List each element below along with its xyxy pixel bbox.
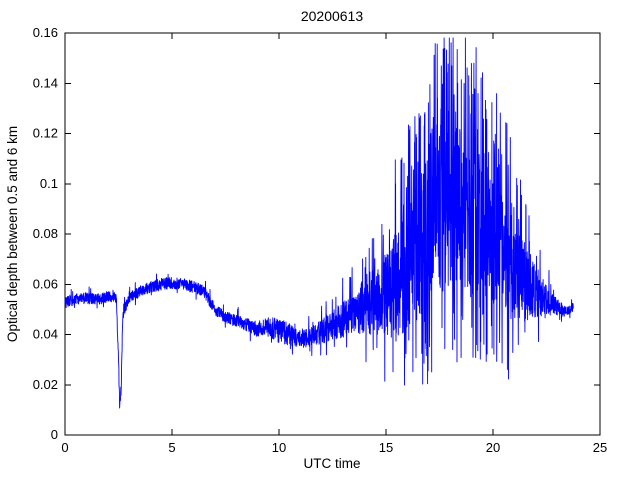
x-tick-label: 0 [61, 440, 68, 455]
series-layer [64, 37, 574, 409]
x-tick-label: 20 [486, 440, 500, 455]
x-tick-label: 5 [168, 440, 175, 455]
x-axis-label: UTC time [304, 456, 361, 471]
y-tick-label: 0 [51, 427, 58, 442]
chart-title: 20200613 [301, 8, 364, 24]
x-tick-label: 25 [593, 440, 607, 455]
y-tick-label: 0.06 [33, 276, 58, 291]
y-tick-label: 0.04 [33, 327, 58, 342]
x-tick-label: 10 [272, 440, 286, 455]
y-tick-label: 0.14 [33, 75, 58, 90]
plot-box [64, 32, 601, 436]
optical-depth-line [64, 37, 574, 409]
y-tick-label: 0.12 [33, 126, 58, 141]
y-tick-label: 0.08 [33, 226, 58, 241]
y-tick-label: 0.02 [33, 377, 58, 392]
y-tick-label: 0.1 [40, 176, 58, 191]
x-tick-label: 15 [379, 440, 393, 455]
y-tick-label: 0.16 [33, 25, 58, 40]
y-axis-label: Optical depth between 0.5 and 6 km [5, 126, 20, 342]
